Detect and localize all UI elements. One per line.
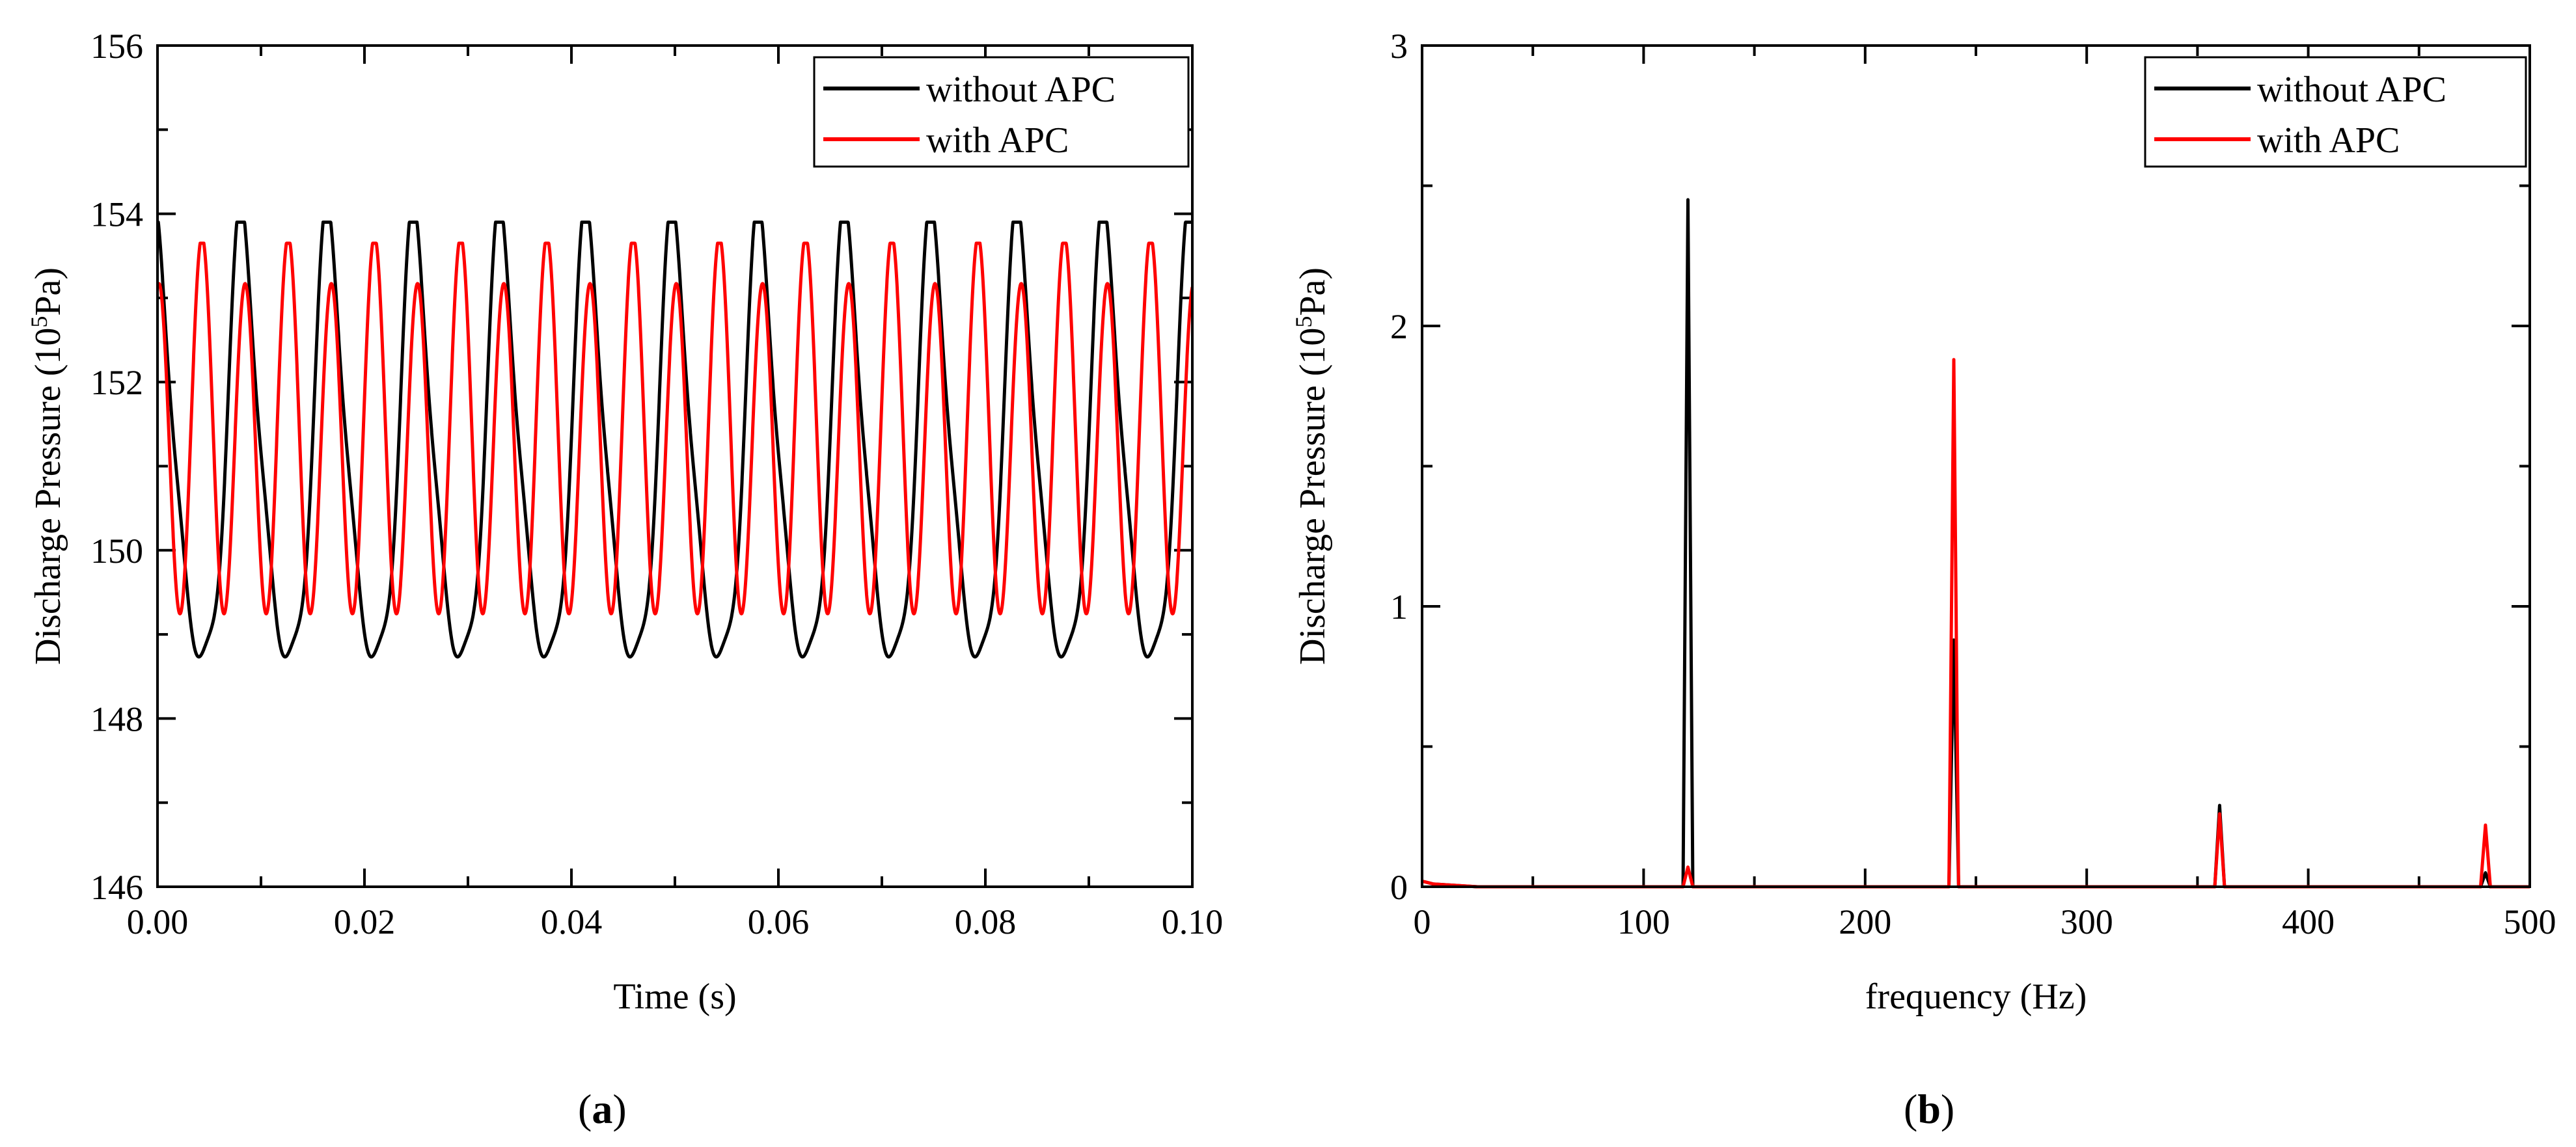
x-tick-label-b: 400: [2282, 902, 2335, 941]
series-line-a-with-apc: [158, 241, 1192, 615]
legend-box-b: [2144, 56, 2527, 168]
legend-a: without APC with APC: [813, 56, 1190, 168]
y-tick-label-a: 152: [90, 363, 143, 402]
x-tick-label-a: 0.02: [334, 902, 396, 941]
y-tick-label-b: 2: [1390, 307, 1408, 346]
series-line-a-without-apc: [158, 221, 1192, 659]
y-axis-label-b: Discharge Pressure (105Pa): [1291, 267, 1333, 665]
y-tick-label-b: 3: [1390, 27, 1408, 66]
plot-b: 0 100 200 300 400 500 0 1 2 3 frequency (Hz) Discha…: [1291, 27, 2556, 1017]
y-tick-label-a: 156: [90, 27, 143, 66]
series-line-b-without-apc: [1421, 198, 2530, 889]
x-tick-label-b: 0: [1414, 902, 1431, 941]
legend-entry-b: without APC: [2257, 70, 2446, 110]
plot-frame-a: [156, 44, 1194, 888]
x-tick-label-a: 0.08: [955, 902, 1017, 941]
x-tick-label-a: 0.06: [748, 902, 810, 941]
y-tick-label-a: 146: [90, 868, 143, 907]
legend-box-a: [813, 56, 1190, 168]
y-tick-label-a: 150: [90, 532, 143, 571]
y-tick-label-a: 148: [90, 699, 143, 738]
legend-entry-a: without APC: [926, 70, 1116, 110]
legend-entry-b: with APC: [2257, 120, 2400, 161]
x-axis-label-a: Time (s): [613, 977, 736, 1017]
series-line-b-with-apc: [1421, 358, 2530, 889]
legend-b: without APC with APC: [2144, 56, 2527, 168]
x-tick-label-a: 0.00: [127, 902, 189, 941]
y-axis-label-a: Discharge Pressure (105Pa): [26, 267, 68, 665]
x-axis-label-b: frequency (Hz): [1865, 977, 2087, 1017]
y-tick-label-b: 0: [1390, 868, 1408, 907]
legend-entry-a: with APC: [926, 120, 1069, 161]
plot-frame-b: [1421, 44, 2531, 888]
plot-a: 0.00 0.02 0.04 0.06 0.08 0.10 146 148 150 152 154 1…: [26, 27, 1223, 1017]
x-tick-label-a: 0.10: [1162, 902, 1224, 941]
panel-caption-b: (b): [1904, 1086, 1955, 1132]
x-tick-label-b: 100: [1617, 902, 1670, 941]
x-tick-label-a: 0.04: [541, 902, 603, 941]
x-tick-label-b: 300: [2061, 902, 2113, 941]
y-tick-label-a: 154: [90, 195, 143, 234]
x-tick-label-b: 200: [1839, 902, 1891, 941]
x-tick-label-b: 500: [2504, 902, 2556, 941]
y-tick-label-b: 1: [1390, 587, 1408, 627]
panel-caption-a: (a): [578, 1086, 627, 1132]
